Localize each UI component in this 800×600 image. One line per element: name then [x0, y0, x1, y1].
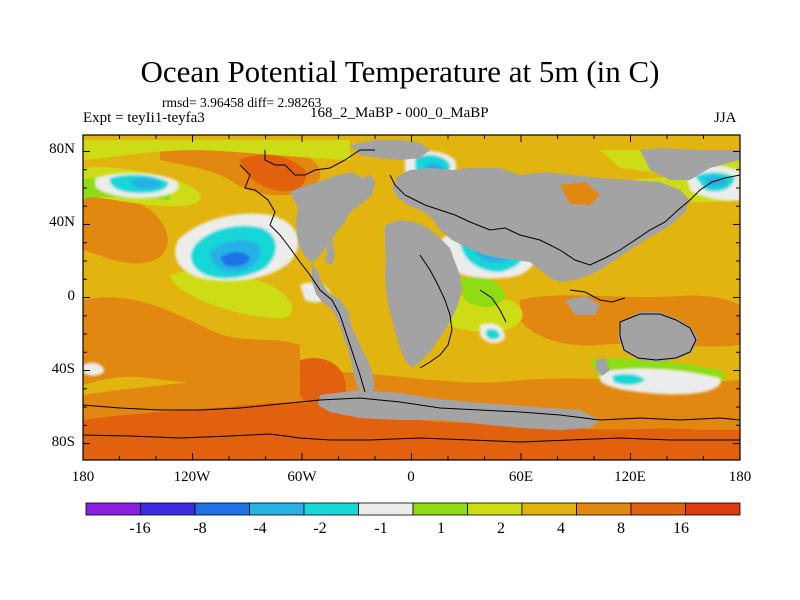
coastlines: [83, 149, 740, 443]
map-plot: [83, 135, 740, 460]
colorbar: [85, 502, 741, 516]
lat-label-80n: 80N: [49, 141, 75, 157]
lat-label-0: 0: [68, 288, 76, 304]
colorbar-swatch: [85, 502, 141, 516]
lat-label-40s: 40S: [52, 361, 75, 377]
lat-label-40n: 40N: [49, 214, 75, 230]
colorbar-label-7: 2: [497, 520, 505, 537]
lon-label-120w: 120W: [174, 469, 212, 485]
lon-label-180e: 180: [729, 469, 752, 485]
colorbar-swatch: [358, 502, 414, 516]
colorbar-label-5: -1: [374, 520, 387, 537]
colorbar-swatch: [412, 502, 468, 516]
colorbar-swatch: [303, 502, 359, 516]
colorbar-swatch: [576, 502, 632, 516]
colorbar-swatch: [140, 502, 196, 516]
lat-label-80s: 80S: [52, 434, 75, 450]
colorbar-label-1: -16: [129, 520, 150, 537]
axis-ticks: [82, 135, 741, 460]
season-label: JJA: [714, 110, 737, 126]
lon-axis: 180 120W 60W 0 60E 120E 180: [72, 469, 752, 485]
colorbar-swatch: [630, 502, 686, 516]
colorbar-swatch: [249, 502, 305, 516]
lon-label-180w: 180: [72, 469, 95, 485]
map-title: Ocean Potential Temperature at 5m (in C): [140, 54, 660, 89]
colorbar-label-8: 4: [557, 520, 565, 537]
lon-label-60w: 60W: [287, 469, 317, 485]
lon-label-60e: 60E: [509, 469, 533, 485]
colorbar-label-9: 8: [617, 520, 625, 537]
colorbar-label-3: -4: [253, 520, 266, 537]
colorbar-swatch: [685, 502, 741, 516]
experiment-label: Expt = teyIi1-teyfa3: [83, 110, 205, 126]
lat-axis: 80N 40N 0 40S 80S: [49, 141, 75, 450]
stats-label: rmsd= 3.96458 diff= 2.98263: [162, 95, 322, 110]
lon-label-0: 0: [407, 469, 415, 485]
land-masses: [290, 140, 740, 430]
lon-label-120e: 120E: [614, 469, 646, 485]
colorbar-swatch: [521, 502, 577, 516]
colorbar-label-6: 1: [437, 520, 445, 537]
colorbar-label-4: -2: [313, 520, 326, 537]
colorbar-swatch: [467, 502, 523, 516]
colorbar-label-10: 16: [673, 520, 689, 537]
difference-label: 168_2_MaBP - 000_0_MaBP: [310, 105, 489, 121]
colorbar-swatch: [194, 502, 250, 516]
colorbar-labels: -16 -8 -4 -2 -1 1 2 4 8 16: [129, 520, 689, 537]
colorbar-label-2: -8: [193, 520, 206, 537]
